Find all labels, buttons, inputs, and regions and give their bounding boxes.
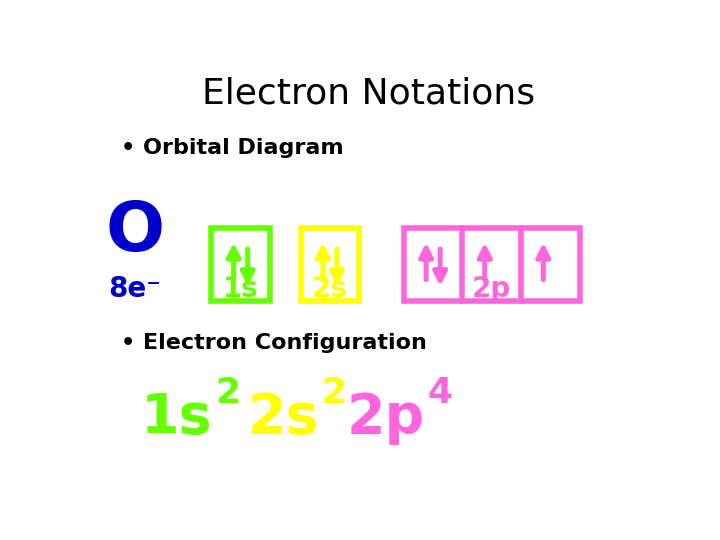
- Bar: [301, 228, 359, 301]
- Text: 8e⁻: 8e⁻: [108, 275, 161, 303]
- Text: 2p: 2p: [346, 391, 425, 445]
- Text: • Electron Configuration: • Electron Configuration: [121, 333, 426, 353]
- Text: 2s: 2s: [247, 391, 319, 445]
- Text: 2s: 2s: [312, 275, 348, 303]
- Text: 2: 2: [215, 376, 240, 410]
- Text: 2p: 2p: [472, 275, 511, 303]
- Text: • Orbital Diagram: • Orbital Diagram: [121, 138, 343, 158]
- Text: 2: 2: [322, 376, 347, 410]
- Text: 4: 4: [428, 376, 453, 410]
- Text: 1s: 1s: [141, 391, 213, 445]
- Bar: [404, 228, 580, 301]
- Bar: [212, 228, 270, 301]
- Text: Electron Notations: Electron Notations: [202, 77, 536, 111]
- Text: O: O: [105, 198, 164, 265]
- Text: 1s: 1s: [222, 275, 258, 303]
